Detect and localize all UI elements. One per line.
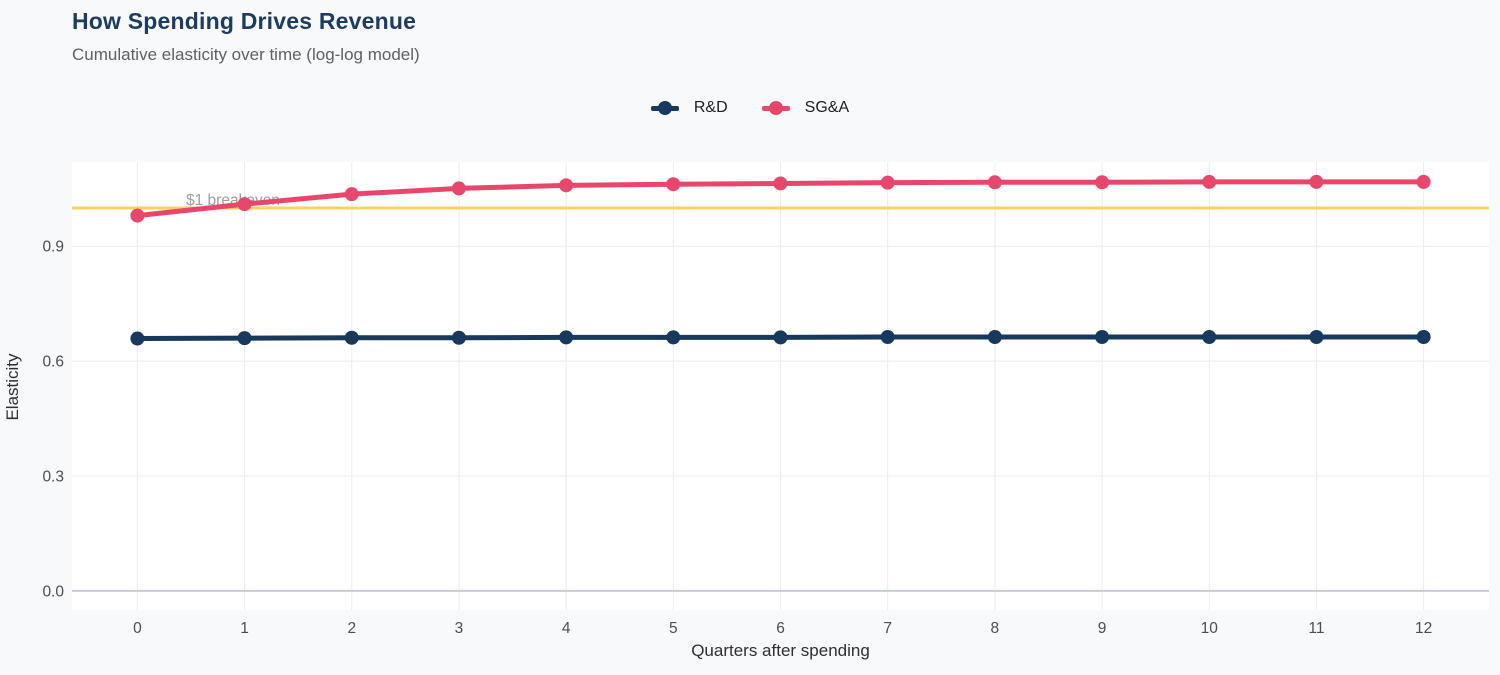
rd-data-point[interactable]: [1309, 329, 1324, 344]
sga-data-point[interactable]: [237, 197, 252, 212]
sga-data-point[interactable]: [1309, 174, 1324, 189]
rd-data-point[interactable]: [880, 329, 895, 344]
sga-data-point[interactable]: [987, 175, 1002, 190]
x-tick-label: 1: [240, 620, 249, 637]
chart-header: How Spending Drives Revenue Cumulative e…: [72, 8, 420, 65]
x-axis-title: Quarters after spending: [691, 641, 870, 660]
x-tick-label: 7: [883, 620, 892, 637]
sga-data-point[interactable]: [773, 176, 788, 191]
sga-data-point[interactable]: [1202, 174, 1217, 189]
x-tick-label: 0: [133, 620, 142, 637]
legend-item-rd[interactable]: R&D: [650, 99, 728, 117]
sga-data-point[interactable]: [666, 177, 681, 192]
rd-data-point[interactable]: [237, 331, 252, 346]
sga-line-marker-icon: [761, 101, 790, 115]
chart-subtitle: Cumulative elasticity over time (log-log…: [72, 45, 420, 64]
sga-data-point[interactable]: [130, 208, 145, 223]
rd-data-point[interactable]: [1202, 329, 1217, 344]
y-tick-label: 0.9: [42, 239, 64, 256]
y-tick-label: 0.3: [42, 468, 64, 485]
chart-title: How Spending Drives Revenue: [72, 8, 417, 34]
x-tick-label: 12: [1415, 620, 1432, 637]
rd-data-point[interactable]: [1416, 329, 1431, 344]
legend: R&D SG&A: [0, 99, 1500, 117]
legend-item-sga[interactable]: SG&A: [761, 99, 850, 117]
rd-data-point[interactable]: [666, 330, 681, 345]
y-tick-label: 0.6: [42, 354, 64, 371]
x-tick-label: 2: [347, 620, 356, 637]
x-tick-label: 6: [776, 620, 785, 637]
x-tick-label: 8: [991, 620, 1000, 637]
rd-data-point[interactable]: [344, 330, 359, 345]
y-tick-label: 0.0: [42, 583, 64, 600]
x-tick-label: 3: [455, 620, 464, 637]
y-axis-title: Elasticity: [3, 353, 22, 421]
sga-data-point[interactable]: [1095, 175, 1110, 190]
sga-data-point[interactable]: [880, 175, 895, 190]
rd-data-point[interactable]: [559, 330, 574, 345]
rd-data-point[interactable]: [130, 331, 145, 346]
rd-data-point[interactable]: [987, 329, 1002, 344]
rd-data-point[interactable]: [1095, 329, 1110, 344]
legend-label-sga: SG&A: [804, 99, 850, 116]
rd-line-marker-icon: [650, 101, 679, 115]
rd-data-point[interactable]: [773, 330, 788, 345]
x-tick-label: 11: [1308, 620, 1324, 637]
x-tick-label: 10: [1201, 620, 1219, 637]
sga-data-point[interactable]: [559, 178, 574, 193]
sga-data-point[interactable]: [451, 181, 466, 196]
x-tick-label: 4: [562, 620, 571, 637]
sga-data-point[interactable]: [344, 187, 359, 202]
legend-label-rd: R&D: [693, 99, 728, 116]
sga-data-point[interactable]: [1416, 174, 1431, 189]
rd-data-point[interactable]: [451, 330, 466, 345]
x-tick-label: 9: [1098, 620, 1107, 637]
x-tick-label: 5: [669, 620, 678, 637]
